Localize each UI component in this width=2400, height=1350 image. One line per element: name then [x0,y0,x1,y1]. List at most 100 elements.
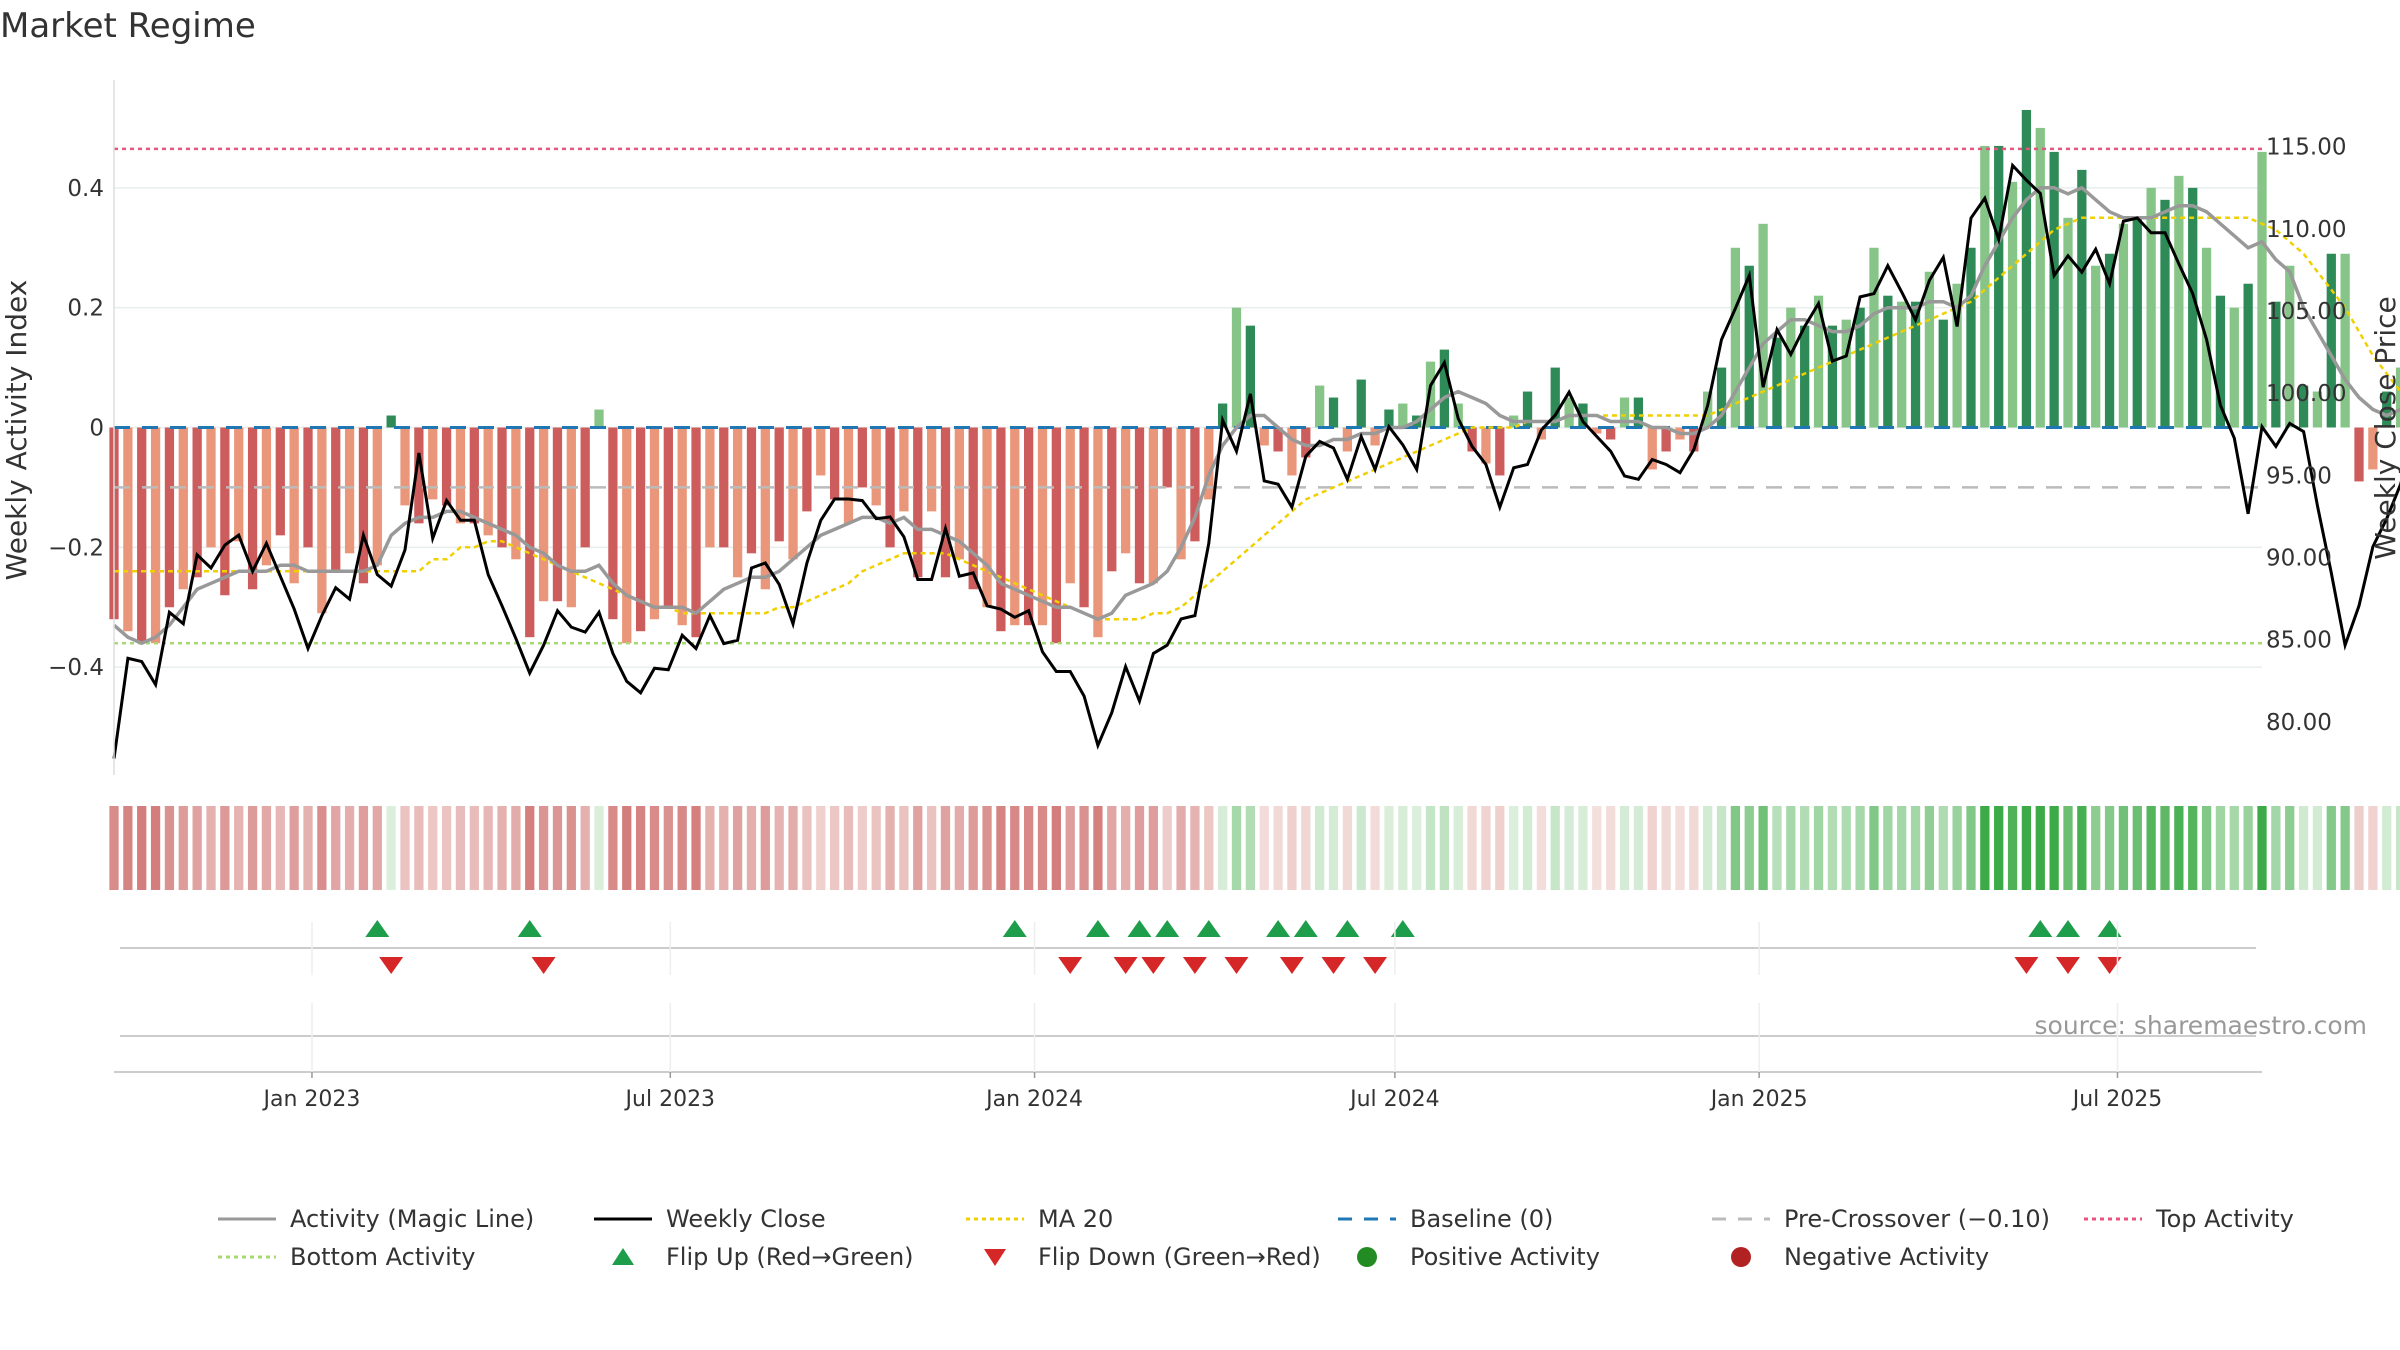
regime-strip-cell [2201,806,2212,890]
x-tick-label: Jul 2023 [624,1087,716,1112]
regime-strip-cell [261,806,272,890]
regime-strip-cell [663,806,673,890]
activity-bar [719,427,729,548]
regime-strip-cell [1966,806,1976,890]
activity-bar [1910,301,1921,428]
regime-strip-cell [483,806,493,890]
regime-strip-cell [746,806,757,890]
flip-down-marker [1279,957,1304,974]
activity-bar [1897,301,1907,428]
activity-bar [2312,391,2323,428]
flip-down-marker [1113,957,1138,974]
activity-bar [2243,283,2253,428]
regime-strip-cell [234,806,244,890]
legend-item: Top Activity [2084,1205,2294,1233]
regime-strip-cell [608,806,618,890]
regime-strip-cell [1550,806,1560,890]
activity-bar [2035,127,2045,428]
regime-strip-cell [2395,806,2400,890]
reference-lines [114,147,2262,645]
legend: Activity (Magic Line) Weekly Close MA 20 Ba… [218,1205,2294,1271]
activity-bar [857,427,867,488]
flip-down-marker [2014,957,2039,974]
activity-bar [1121,427,1131,554]
legend-swatch [612,1248,634,1265]
regime-strip-cell [1204,806,1214,890]
regime-strip-cell [1744,806,1754,890]
activity-bar [192,427,202,578]
activity-bar [2340,253,2350,428]
regime-strip-cell [192,806,202,890]
regime-strip-cell [1827,806,1838,890]
regime-strip-cell [178,806,188,890]
regime-strip-cell [580,806,590,890]
regime-strip-cell [538,806,549,890]
activity-bar [2257,151,2267,428]
activity-bar [622,427,632,644]
activity-bar [1966,247,1976,428]
activity-bar [1065,427,1075,584]
activity-bar [1800,325,1810,428]
regime-strip-cell [1356,806,1366,890]
legend-label: Top Activity [2155,1205,2294,1233]
regime-strip-cell [344,806,355,890]
regime-strip-cell [732,806,743,890]
activity-bar [1744,265,1754,428]
regime-strip-cell [441,806,452,890]
regime-strip-cell [1301,806,1311,890]
activity-bar [1883,295,1893,428]
activity-bar [954,427,964,560]
activity-bar [1952,283,1962,428]
activity-bar [1467,427,1477,452]
regime-strip-cell [386,806,396,890]
activity-bar [2049,151,2059,428]
y2-tick-label: 85.00 [2266,628,2332,654]
regime-strip-cell [1716,806,1727,890]
regime-strip-cell [137,806,147,890]
activity-bar [220,427,230,596]
regime-strip-cell [1439,806,1450,890]
activity-bar [1439,349,1450,428]
series-lines [112,162,2400,759]
regime-strip-cell [1467,806,1477,890]
regime-strip-cell [372,806,382,890]
regime-strip-cell [871,806,881,890]
regime-strip-cell [843,806,854,890]
flip-up-marker [1002,920,1027,937]
regime-strip-cell [428,806,438,890]
regime-strip-cell [1786,806,1796,890]
activity-bar [982,427,992,608]
flip-down-marker [2097,957,2122,974]
activity-bar [788,427,798,560]
regime-strip-cell [1342,806,1353,890]
regime-strip-cell [2035,806,2045,890]
regime-strip-cell [1606,806,1616,890]
activity-bar [428,427,438,500]
flip-up-marker [2097,920,2122,937]
activity-bar [1107,427,1117,572]
y2-tick-label: 80.00 [2266,710,2332,736]
activity-bar [1204,427,1214,500]
activity-bar [1980,145,1990,428]
activity-bar [455,427,466,524]
flip-up-marker [1196,920,1221,937]
activity-bar [1495,427,1505,476]
regime-strip-cell [2340,806,2350,890]
flip-up-marker [2055,920,2080,937]
regime-strip-cell [774,806,784,890]
regime-strip-cell [469,806,479,890]
regime-strip-cell [1370,806,1380,890]
activity-bar [164,427,175,608]
legend-swatch [1731,1247,1751,1267]
legend-item: Negative Activity [1731,1243,1989,1271]
regime-strip-cell [1980,806,1990,890]
activity-bar [1661,427,1671,452]
regime-strip-cell [1509,806,1519,890]
regime-strip-cell [206,806,216,890]
activity-bar [1592,427,1602,434]
activity-bar [497,427,507,548]
regime-strip-cell [1730,806,1741,890]
activity-bar [1924,271,1935,428]
activity-bar [746,427,757,554]
activity-bar [1315,385,1325,428]
